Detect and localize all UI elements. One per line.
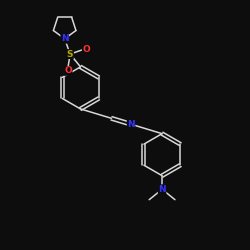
Text: O: O [64, 66, 72, 75]
Text: N: N [127, 120, 135, 129]
Text: N: N [61, 34, 68, 43]
Text: O: O [82, 45, 90, 54]
Text: S: S [67, 50, 73, 58]
Text: N: N [158, 185, 166, 194]
